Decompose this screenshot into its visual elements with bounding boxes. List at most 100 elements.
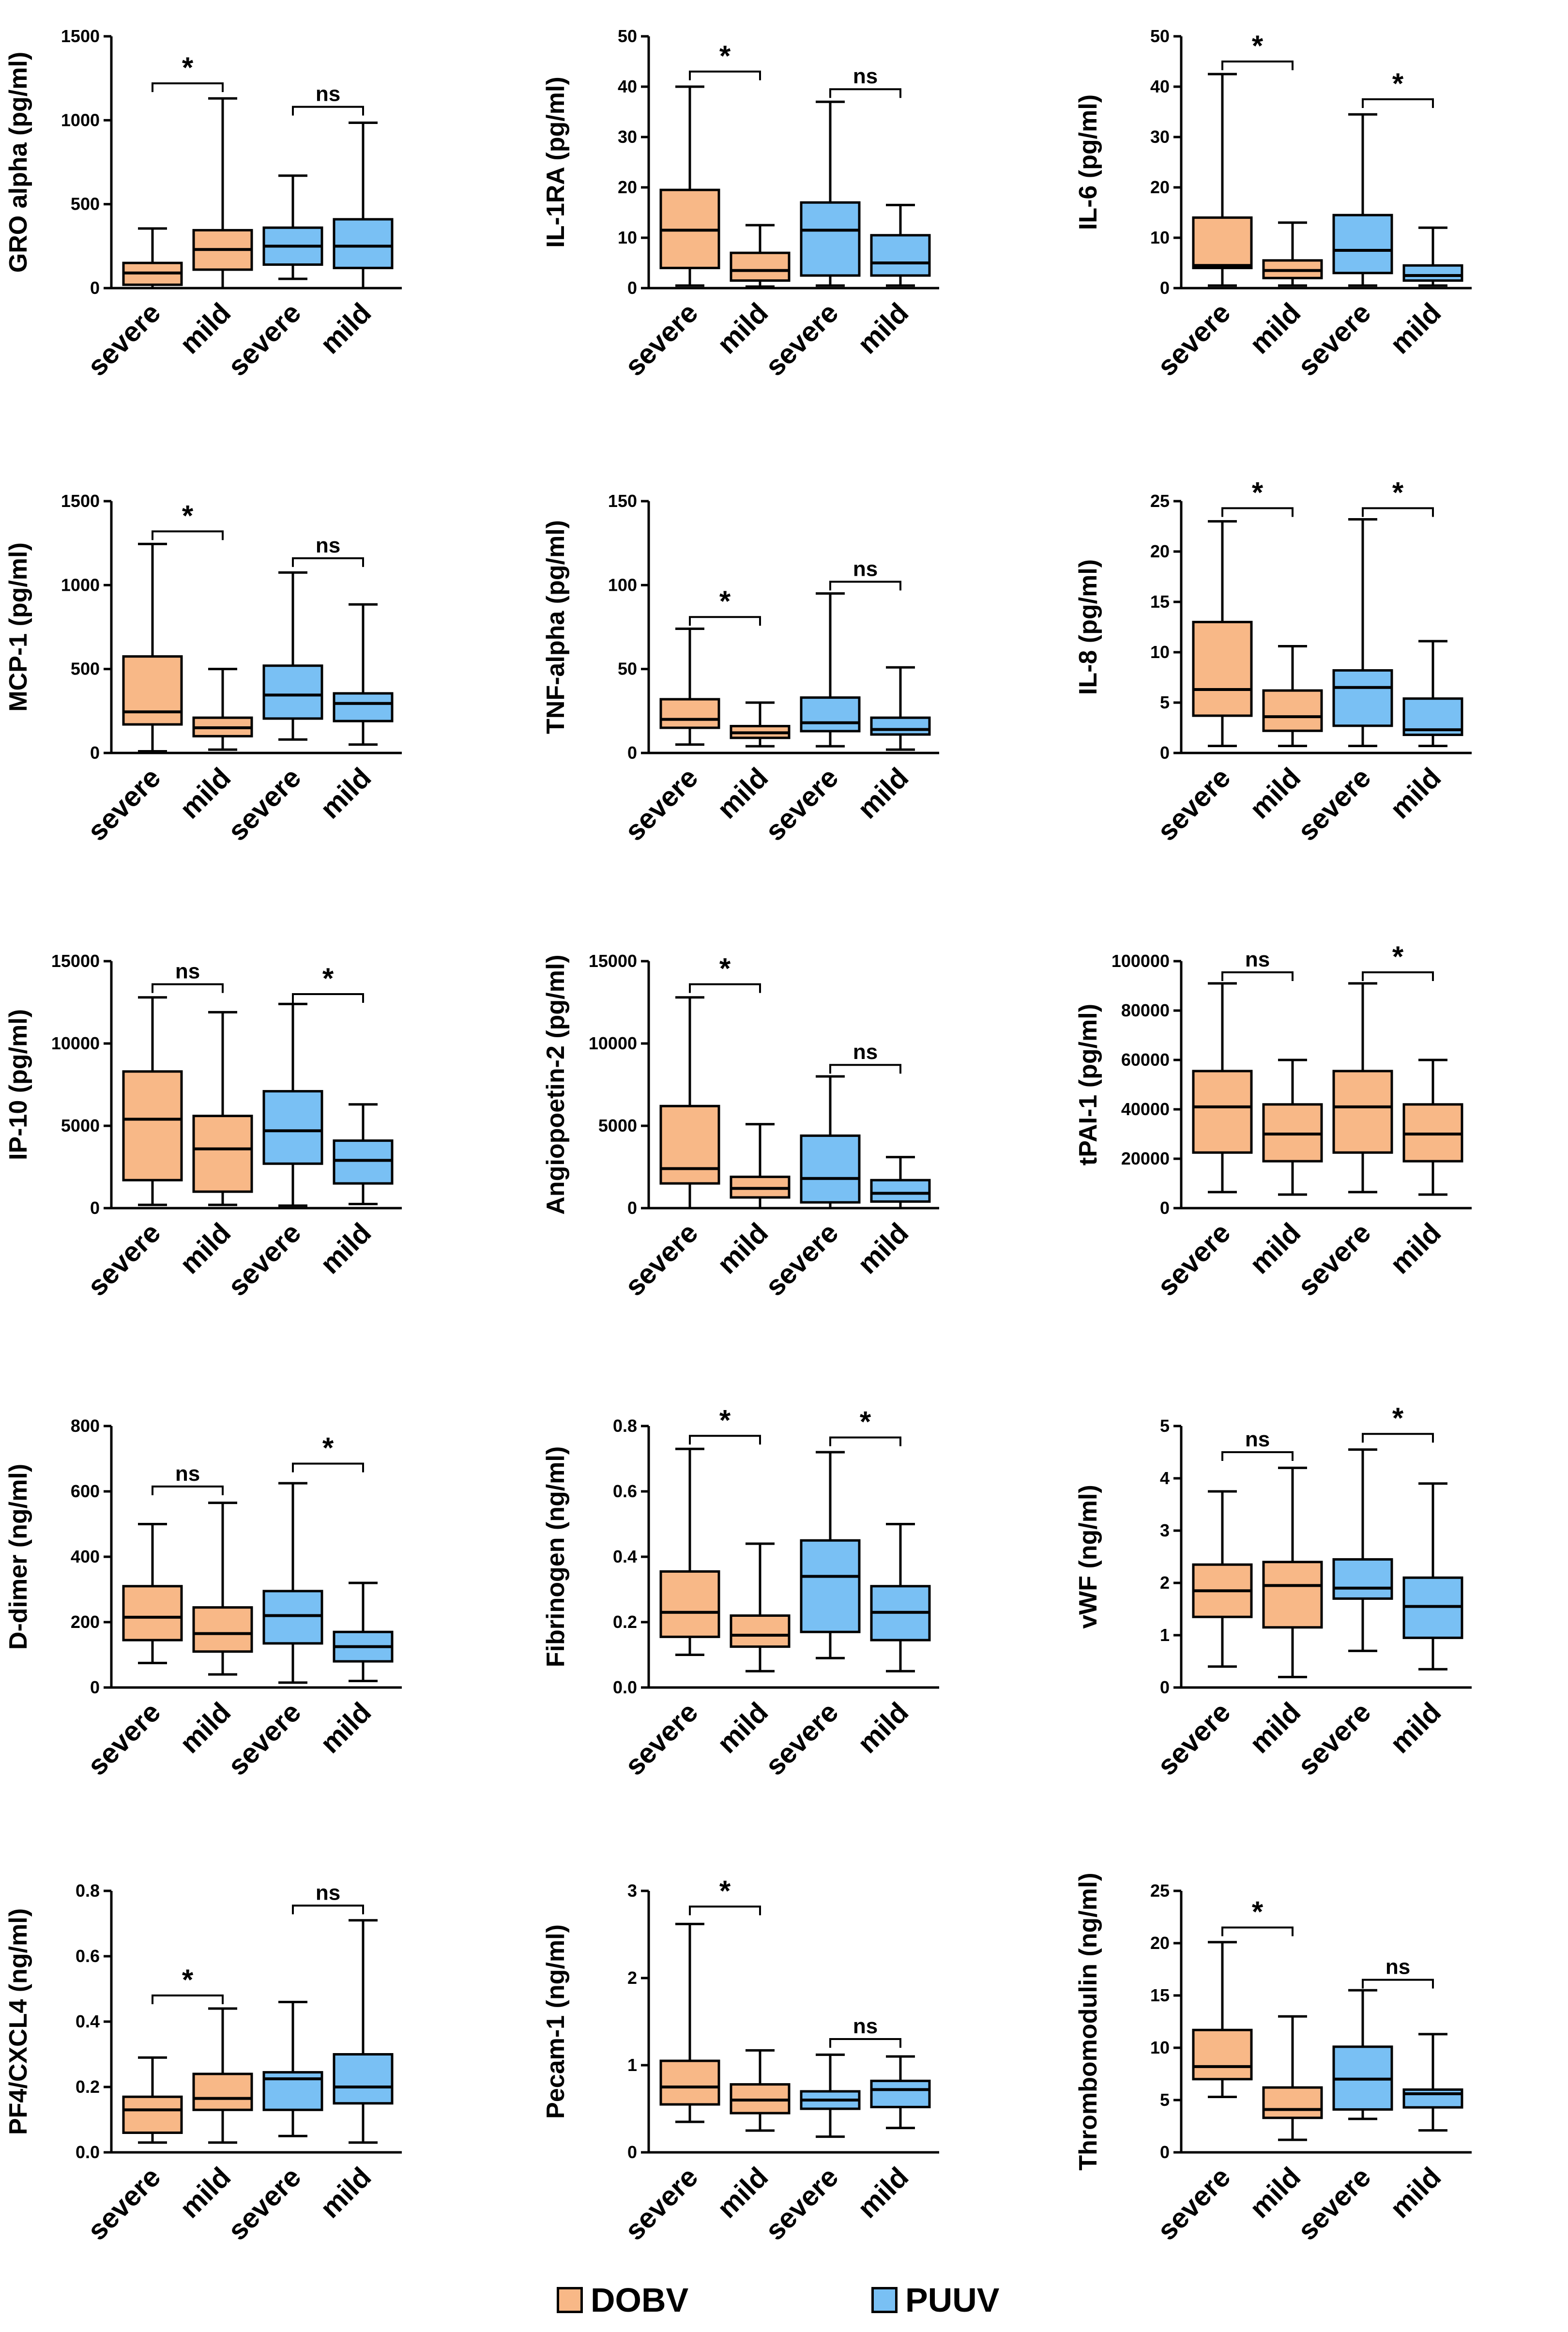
significance-label: *	[322, 1432, 334, 1464]
significance-label: ns	[1245, 1427, 1270, 1451]
significance-label: ns	[853, 64, 878, 88]
box-1	[659, 1922, 720, 2123]
bracket-line	[689, 983, 761, 993]
y-axis-label: Fibrinogen (ng/ml)	[542, 1446, 570, 1667]
y-tick-label: 0.4	[613, 1547, 637, 1566]
y-tick-label: 50	[1150, 26, 1170, 46]
y-tick-label: 0	[1160, 1198, 1170, 1218]
significance-bracket: ns	[292, 534, 364, 567]
box-3	[800, 592, 861, 748]
y-tick-label: 20	[1150, 177, 1170, 197]
category-label: severe	[222, 297, 307, 382]
box-2	[192, 1502, 253, 1676]
y-tick-label: 50	[618, 26, 637, 46]
y-axis-label: TNF-alpha (pg/ml)	[542, 520, 570, 734]
box-body	[659, 1570, 720, 1638]
box-body	[800, 201, 861, 277]
box-1	[1192, 982, 1253, 1194]
box-body	[1332, 1558, 1393, 1600]
box-3	[800, 100, 861, 287]
category-label: mild	[1384, 1696, 1447, 1759]
significance-bracket: ns	[152, 1462, 224, 1495]
category-label: severe	[81, 1696, 167, 1781]
bracket-line	[689, 1905, 761, 1916]
box-body	[1332, 1070, 1393, 1154]
category-label: severe	[619, 2161, 704, 2246]
category-label: mild	[1244, 1696, 1307, 1759]
y-tick-label: 500	[71, 659, 100, 679]
y-tick-label: 40	[618, 77, 637, 96]
significance-label: *	[719, 952, 731, 985]
category-label: mild	[1244, 762, 1307, 825]
box-body	[870, 234, 931, 277]
box-body	[333, 218, 394, 269]
y-tick-label: 10	[1150, 228, 1170, 247]
box-1	[659, 85, 720, 287]
box-body	[333, 692, 394, 722]
significance-bracket: *	[1362, 476, 1434, 517]
bracket-line	[1362, 1979, 1434, 1989]
significance-label: *	[1252, 30, 1264, 62]
category-label: mild	[1244, 297, 1307, 360]
category-label: mild	[314, 762, 377, 825]
significance-bracket: *	[689, 1874, 761, 1916]
category-label: severe	[759, 762, 844, 847]
significance-bracket: *	[1221, 1896, 1294, 1936]
box-3	[1332, 1989, 1393, 2120]
category-label: mild	[174, 762, 237, 825]
y-axis-label: Pecam-1 (ng/ml)	[542, 1924, 570, 2119]
box-2	[1262, 645, 1323, 747]
category-label: severe	[1151, 297, 1236, 382]
y-tick-label: 200	[71, 1612, 100, 1632]
significance-label: *	[1252, 1896, 1264, 1928]
category-label: severe	[81, 762, 167, 847]
category-label: severe	[1151, 2161, 1236, 2246]
category-label: severe	[759, 1696, 844, 1781]
box-body	[870, 716, 931, 736]
box-4	[1402, 2033, 1463, 2132]
y-tick-label: 0.0	[613, 1677, 637, 1697]
box-1	[659, 1447, 720, 1656]
box-body	[1192, 216, 1253, 269]
y-axis-label: GRO alpha (pg/ml)	[4, 52, 32, 273]
y-tick-label: 2	[1160, 1573, 1170, 1593]
significance-bracket: *	[829, 1406, 901, 1446]
category-label: mild	[1384, 1217, 1447, 1280]
bracket-line	[1221, 1926, 1294, 1936]
box-2	[730, 1123, 791, 1210]
box-body	[122, 1585, 183, 1642]
box-body	[1332, 669, 1393, 727]
significance-bracket: *	[152, 499, 224, 540]
box-body	[262, 664, 323, 720]
y-tick-label: 0	[90, 743, 100, 763]
category-label: severe	[619, 1696, 704, 1781]
y-tick-label: 40000	[1121, 1099, 1170, 1119]
significance-label: ns	[853, 1040, 878, 1064]
significance-bracket: ns	[152, 960, 224, 993]
box-2	[192, 668, 253, 751]
y-tick-label: 800	[71, 1416, 100, 1436]
box-4	[333, 1581, 394, 1682]
legend-puuv: PUUV	[871, 2283, 999, 2317]
y-axis-label: IL-8 (pg/ml)	[1074, 559, 1102, 695]
category-label: severe	[759, 297, 844, 382]
box-body	[333, 1139, 394, 1185]
significance-label: ns	[1245, 948, 1270, 971]
significance-label: ns	[1385, 1955, 1410, 1979]
panel-9: 0 20000 40000 60000 80000 100000 tPAI-1 (pg/ml…	[1074, 940, 1472, 1302]
box-2	[730, 2049, 791, 2132]
significance-label: ns	[316, 534, 340, 557]
bracket-line	[292, 993, 364, 1003]
significance-label: *	[860, 1406, 871, 1438]
significance-bracket: ns	[829, 557, 901, 591]
category-label: severe	[222, 762, 307, 847]
box-body	[800, 696, 861, 733]
y-tick-label: 30	[618, 127, 637, 147]
bracket-line	[1221, 61, 1294, 70]
box-4	[870, 1523, 931, 1672]
box-2	[1262, 2015, 1323, 2141]
significance-label: *	[1392, 940, 1404, 973]
significance-bracket: ns	[1221, 948, 1294, 981]
y-tick-label: 0.8	[613, 1416, 637, 1436]
